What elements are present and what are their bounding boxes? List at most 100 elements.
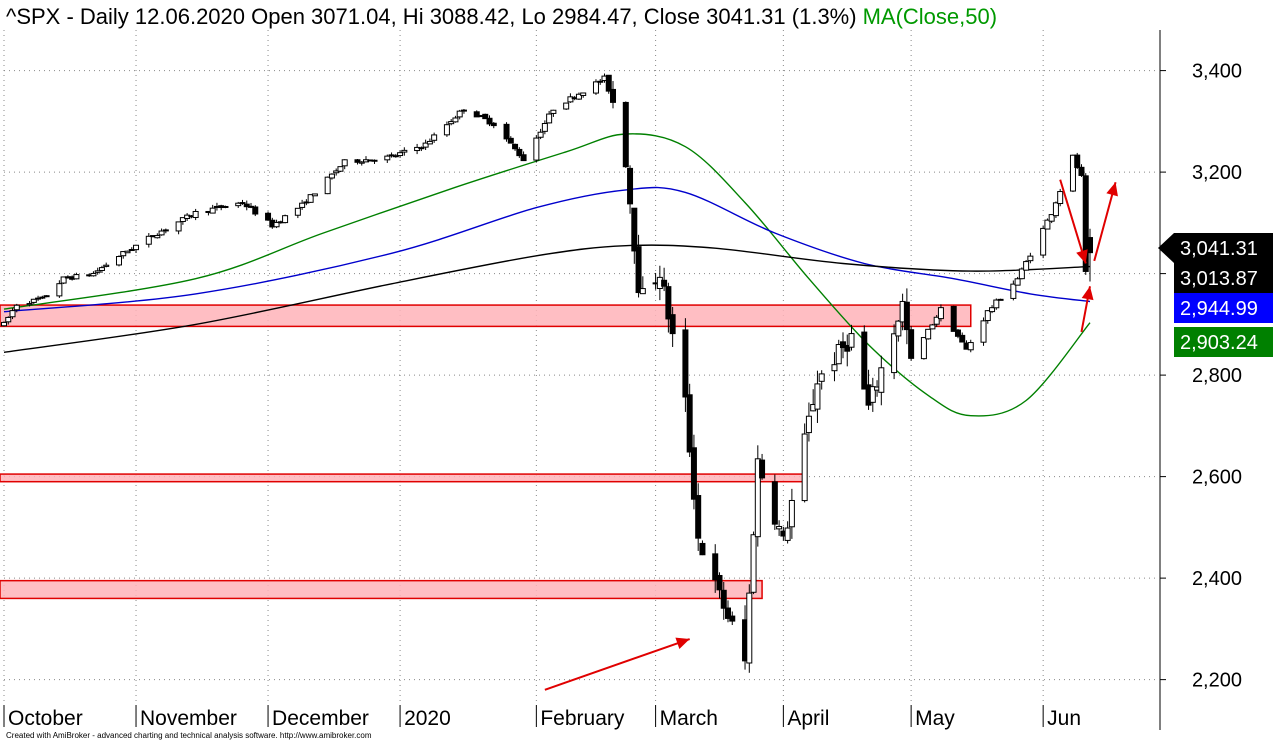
candle-body	[422, 142, 429, 148]
candle-body	[158, 230, 165, 236]
candle-body	[929, 324, 936, 330]
candle-body	[26, 303, 33, 306]
candle-body	[145, 235, 152, 245]
candle-body	[831, 364, 838, 372]
candle-body	[333, 170, 340, 174]
price-label-bg	[1174, 327, 1273, 357]
support-zone	[0, 473, 806, 483]
candle-body	[950, 305, 957, 332]
candle-body	[1010, 283, 1017, 299]
candle-body	[384, 155, 391, 161]
candle-body	[90, 272, 97, 277]
candle-body	[839, 341, 846, 349]
y-tick-label: 2,600	[1192, 467, 1242, 489]
candle-body	[448, 121, 455, 125]
candle-body	[1074, 154, 1081, 168]
candle-body	[533, 137, 540, 161]
chart-title: ^SPX - Daily 12.06.2020 Open 3071.04, Hi…	[6, 4, 997, 30]
candle-body	[328, 173, 335, 179]
candle-body	[265, 212, 272, 221]
candle-body	[716, 574, 723, 591]
candle-body	[397, 152, 404, 157]
arrow-head	[675, 637, 690, 649]
candle-body	[9, 310, 16, 318]
chart-title-ma: MA(Close,50)	[862, 4, 998, 29]
x-tick-label: February	[540, 707, 625, 730]
price-label-text: 3,013.87	[1180, 268, 1258, 290]
arrow-line	[1093, 181, 1117, 262]
candle-body	[354, 159, 361, 163]
y-tick-label: 3,400	[1192, 61, 1242, 83]
candle-body	[243, 203, 250, 208]
candle-body	[358, 161, 365, 164]
candle-body	[175, 221, 182, 232]
candle-body	[725, 607, 731, 619]
candle-body	[989, 307, 996, 313]
candle-body	[592, 81, 599, 94]
candle-body	[818, 373, 825, 382]
candle-body	[759, 459, 766, 479]
candle-body	[392, 155, 399, 158]
candle-body	[771, 481, 778, 525]
candle-body	[720, 589, 727, 609]
candle-body	[179, 217, 186, 223]
candle-body	[209, 207, 216, 214]
candle-body	[120, 251, 127, 257]
candle-body	[750, 534, 757, 593]
candle-body	[622, 101, 629, 168]
price-label-text: 2,944.99	[1180, 298, 1258, 320]
ma-line	[3, 186, 1091, 313]
candle-body	[575, 93, 582, 100]
candle-body	[516, 148, 523, 157]
candle-body	[299, 202, 306, 208]
candle-body	[814, 383, 821, 410]
chart-title-text: ^SPX - Daily 12.06.2020 Open 3071.04, Hi…	[6, 4, 857, 29]
candle-body	[1052, 202, 1059, 217]
candle-body	[754, 458, 761, 538]
candle-body	[695, 495, 702, 539]
candle-body	[1082, 175, 1089, 272]
candle-body	[682, 329, 689, 398]
candle-body	[337, 166, 344, 172]
grid-layer	[3, 30, 1157, 705]
ma-line	[3, 244, 1091, 353]
candle-body	[848, 333, 855, 348]
candle-body	[669, 314, 676, 335]
candle-body	[635, 246, 642, 294]
candle-body	[60, 276, 67, 284]
candle-body	[788, 499, 795, 528]
candle-body	[503, 123, 510, 140]
arrow-head	[1081, 286, 1094, 301]
candle-body	[869, 386, 876, 403]
candle-body	[550, 109, 557, 114]
candle-body	[431, 134, 438, 141]
candle-body	[512, 143, 519, 150]
candle-body	[580, 92, 587, 96]
candle-body	[418, 147, 425, 150]
arrow-head	[1106, 182, 1118, 197]
candle-body	[959, 334, 966, 343]
candle-body	[627, 167, 634, 205]
candle-body	[1040, 227, 1047, 256]
candle-body	[252, 206, 259, 215]
candle-body	[490, 122, 497, 127]
candle-body	[473, 111, 480, 118]
price-label-bg	[1174, 293, 1273, 323]
candle-body	[891, 333, 898, 374]
x-tick-label: March	[660, 707, 718, 730]
y-tick-label: 2,800	[1192, 365, 1242, 387]
candle-body	[1044, 219, 1051, 230]
candle-body	[537, 131, 544, 138]
candle-body	[282, 215, 289, 224]
candle-body	[686, 394, 693, 453]
candle-body	[324, 176, 331, 195]
candle-body	[861, 331, 868, 390]
candle-body	[729, 615, 736, 622]
candle-body	[903, 301, 910, 331]
price-label-bg	[1174, 263, 1273, 293]
candle-body	[371, 159, 378, 162]
candle-body	[192, 210, 199, 218]
candle-body	[73, 274, 80, 280]
